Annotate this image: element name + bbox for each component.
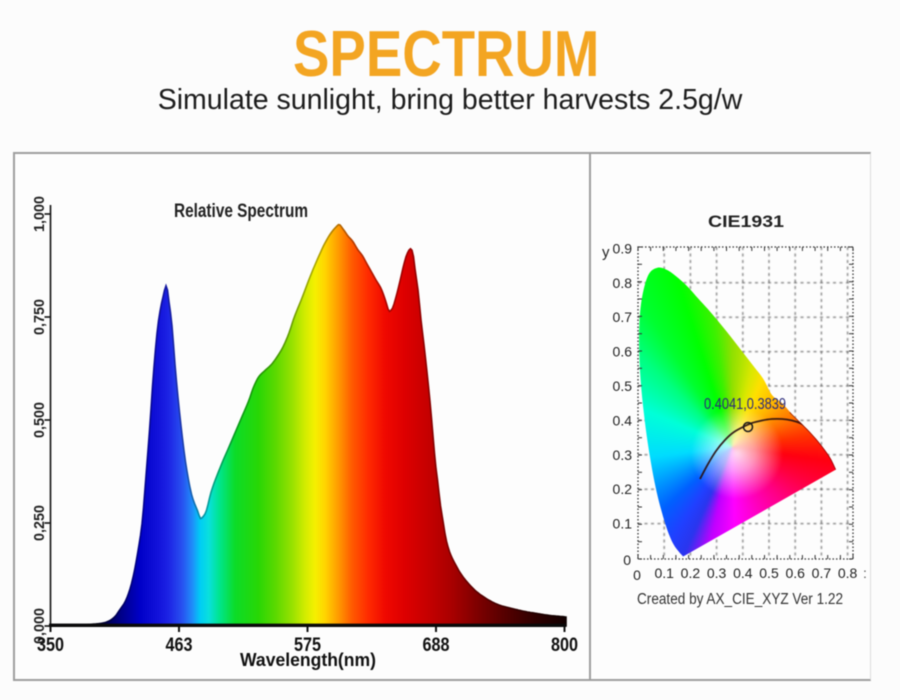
svg-text:Created by AX_CIE_XYZ Ver 1.22: Created by AX_CIE_XYZ Ver 1.22 bbox=[637, 591, 843, 608]
svg-text:0,500: 0,500 bbox=[31, 402, 48, 438]
svg-text:0.1: 0.1 bbox=[654, 565, 674, 581]
svg-text:0.1: 0.1 bbox=[613, 516, 633, 532]
svg-text:463: 463 bbox=[166, 635, 193, 656]
svg-text:0.3: 0.3 bbox=[613, 447, 633, 463]
svg-text:0.7: 0.7 bbox=[613, 309, 633, 325]
svg-text:0,000: 0,000 bbox=[31, 608, 48, 644]
svg-text:0.9: 0.9 bbox=[613, 240, 633, 256]
svg-text:0.4: 0.4 bbox=[733, 565, 753, 581]
svg-text:0,750: 0,750 bbox=[31, 299, 48, 335]
svg-text:575: 575 bbox=[294, 635, 321, 656]
svg-text:0.7: 0.7 bbox=[812, 565, 832, 581]
svg-text:0.4: 0.4 bbox=[613, 412, 633, 428]
svg-text:0.6: 0.6 bbox=[785, 565, 805, 581]
svg-text:0.8: 0.8 bbox=[613, 275, 633, 291]
svg-text:0.2: 0.2 bbox=[681, 565, 701, 581]
svg-text:CIE1931: CIE1931 bbox=[708, 212, 784, 231]
svg-text:1,000: 1,000 bbox=[31, 196, 48, 232]
svg-text:0.8: 0.8 bbox=[838, 565, 858, 581]
svg-text:350: 350 bbox=[37, 635, 64, 656]
svg-text:0.3: 0.3 bbox=[707, 565, 727, 581]
svg-text:0.5: 0.5 bbox=[613, 378, 633, 394]
svg-text:800: 800 bbox=[551, 635, 578, 656]
svg-text:0: 0 bbox=[623, 552, 631, 568]
svg-text::: : bbox=[863, 565, 867, 581]
svg-text:Wavelength(nm): Wavelength(nm) bbox=[240, 650, 376, 670]
svg-text:0,250: 0,250 bbox=[31, 505, 48, 541]
svg-text:0.4041,0.3839: 0.4041,0.3839 bbox=[704, 396, 786, 413]
svg-text:0.6: 0.6 bbox=[613, 344, 633, 360]
svg-text:Relative Spectrum: Relative Spectrum bbox=[174, 201, 308, 222]
svg-text:0.2: 0.2 bbox=[613, 481, 633, 497]
svg-text:0: 0 bbox=[633, 567, 641, 583]
svg-text:y: y bbox=[602, 244, 610, 261]
svg-text:688: 688 bbox=[423, 635, 450, 656]
svg-text:0.5: 0.5 bbox=[759, 565, 779, 581]
